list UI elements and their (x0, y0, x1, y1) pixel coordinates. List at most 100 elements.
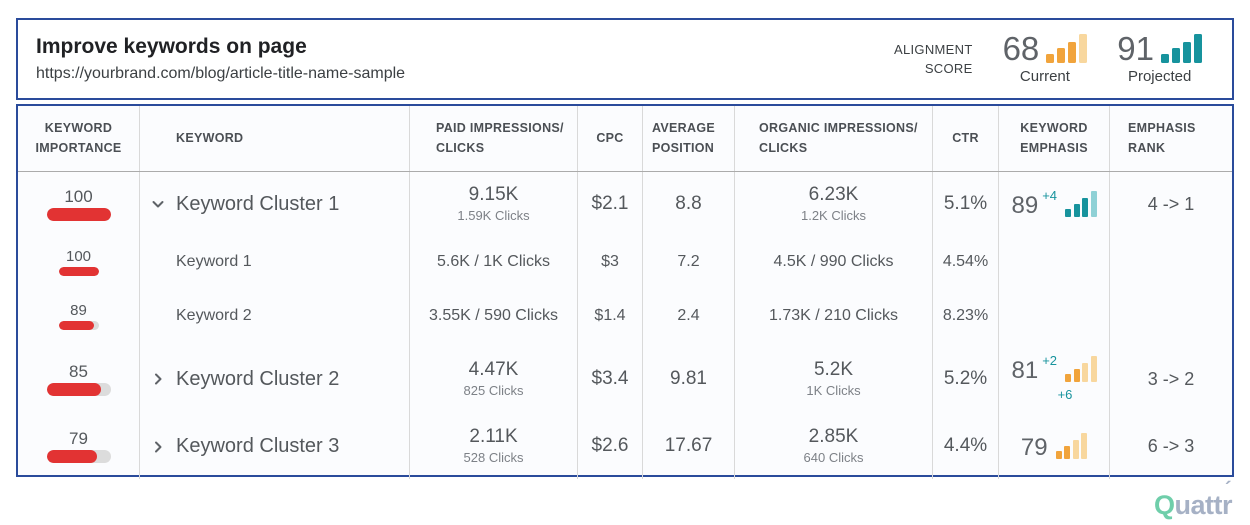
projected-score-block: 91 Projected (1117, 29, 1202, 86)
importance-value: 100 (65, 247, 92, 265)
organic-impressions-cell: 6.23K 1.2K Clicks (735, 172, 933, 236)
organic-impressions-cell: 2.85K 640 Clicks (735, 414, 933, 479)
keyword-name: Keyword 1 (176, 253, 252, 270)
col-header-ctr: CTR (933, 106, 999, 171)
keyword-cell: Keyword Cluster 3 (140, 414, 410, 479)
keyword-emphasis-cell: 81 +2 +6 (999, 344, 1110, 414)
keyword-emphasis-cell (999, 288, 1110, 344)
chevron-right-icon[interactable] (150, 371, 166, 387)
table-header-row: KEYWORD IMPORTANCE KEYWORD PAID IMPRESSI… (18, 106, 1232, 172)
keyword-emphasis-cell (999, 236, 1110, 288)
current-score-block: 68 Current (1002, 29, 1088, 86)
current-score-caption: Current (1019, 68, 1070, 86)
emphasis-delta-secondary: +6 (1057, 387, 1073, 402)
emphasis-delta: +2 (1042, 353, 1058, 368)
alignment-score-label: ALIGNMENT SCORE (894, 40, 973, 79)
col-header-organic-impressions: ORGANIC IMPRESSIONS/ CLICKS (735, 106, 933, 171)
importance-value: 79 (69, 429, 88, 448)
paid-impressions-cell: 4.47K 825 Clicks (410, 344, 578, 414)
importance-cell: 85 (18, 344, 140, 414)
importance-bar (58, 320, 99, 330)
page-title: Improve keywords on page (36, 35, 307, 58)
alignment-score-label-line1: ALIGNMENT (894, 41, 973, 57)
cpc-cell: $3.4 (578, 344, 643, 414)
ctr-cell: 5.2% (933, 344, 999, 414)
table-row-cluster-2[interactable]: 85 Keyword Cluster 2 4.47K 825 Clicks $3… (18, 344, 1232, 414)
emphasis-bar-chart-icon (1065, 356, 1097, 383)
average-position-cell: 7.2 (643, 236, 735, 288)
table-row-cluster-3[interactable]: 79 Keyword Cluster 3 2.11K 528 Clicks $2… (18, 414, 1232, 479)
organic-impressions-cell: 1.73K / 210 Clicks (735, 288, 933, 344)
importance-value: 85 (69, 361, 88, 381)
projected-score-caption: Projected (1127, 68, 1192, 86)
importance-cell: 79 (18, 414, 140, 479)
average-position-cell: 8.8 (643, 172, 735, 236)
organic-impressions-cell: 5.2K 1K Clicks (735, 344, 933, 414)
emphasis-rank-cell (1110, 288, 1232, 344)
current-score-bar-chart-icon (1046, 34, 1088, 64)
emphasis-rank-cell: 3 -> 2 (1147, 368, 1195, 389)
paid-impressions-cell: 9.15K 1.59K Clicks (410, 172, 578, 236)
alignment-score-label-line2: SCORE (924, 61, 973, 76)
header-left: Improve keywords on page https://yourbra… (36, 35, 405, 83)
col-header-emphasis-rank: EMPHASIS RANK (1128, 121, 1196, 155)
quattr-logo: Quattr ´ (1153, 479, 1233, 520)
keyword-name: Keyword 2 (176, 307, 252, 324)
paid-impressions-cell: 2.11K 528 Clicks (410, 414, 578, 479)
keyword-cell: Keyword 2 (140, 288, 410, 344)
projected-score-bar-chart-icon (1161, 34, 1202, 64)
cpc-cell: $2.1 (578, 172, 643, 236)
emphasis-delta: +4 (1042, 187, 1058, 203)
importance-cell: 89 (18, 288, 140, 344)
emphasis-bar-chart-icon (1065, 190, 1097, 218)
keyword-cell: Keyword 1 (140, 236, 410, 288)
col-header-keyword-emphasis: KEYWORD EMPHASIS (999, 106, 1110, 171)
chevron-down-icon[interactable] (150, 196, 166, 212)
importance-bar (46, 450, 111, 463)
keyword-emphasis-cell: 89 +4 (999, 172, 1110, 236)
importance-value: 100 (64, 186, 93, 206)
col-header-average-position: AVERAGE POSITION (643, 106, 735, 171)
header-card: Improve keywords on page https://yourbra… (16, 18, 1234, 100)
col-header-paid-impressions: PAID IMPRESSIONS/ CLICKS (410, 106, 578, 171)
table-row-keyword-1: 100 Keyword 1 5.6K / 1K Clicks $3 7.2 4.… (18, 236, 1232, 288)
col-header-keyword: KEYWORD (140, 106, 410, 171)
importance-bar (58, 266, 99, 276)
cpc-cell: $3 (578, 236, 643, 288)
keyword-cell: Keyword Cluster 1 (140, 172, 410, 236)
chevron-right-icon[interactable] (150, 439, 166, 455)
emphasis-bar-chart-icon (1055, 433, 1088, 460)
importance-bar (46, 207, 111, 221)
keywords-table: KEYWORD IMPORTANCE KEYWORD PAID IMPRESSI… (16, 104, 1234, 479)
emphasis-value: 81 (1011, 357, 1039, 384)
current-score-value: 68 (1002, 29, 1040, 67)
ctr-cell: 4.54% (933, 236, 999, 288)
keyword-name: Keyword Cluster 2 (176, 367, 340, 390)
table-row-cluster-1[interactable]: 100 Keyword Cluster 1 9.15K 1.59K Clicks… (18, 172, 1232, 236)
organic-impressions-cell: 4.5K / 990 Clicks (735, 236, 933, 288)
keyword-name: Keyword Cluster 3 (176, 435, 340, 457)
emphasis-rank-cell (1110, 236, 1232, 288)
logo-accent: ´ (1224, 479, 1232, 501)
importance-bar (46, 382, 111, 396)
cpc-cell: $2.6 (578, 414, 643, 479)
alignment-score-panel: ALIGNMENT SCORE 68 Current 91 Projected (894, 29, 1202, 86)
table-row-keyword-2: 89 Keyword 2 3.55K / 590 Clicks $1.4 2.4… (18, 288, 1232, 344)
average-position-cell: 9.81 (643, 344, 735, 414)
average-position-cell: 2.4 (643, 288, 735, 344)
importance-cell: 100 (18, 172, 140, 236)
emphasis-rank-cell: 4 -> 1 (1147, 193, 1195, 214)
keyword-cell: Keyword Cluster 2 (140, 344, 410, 414)
keyword-name: Keyword Cluster 1 (176, 192, 340, 215)
keyword-emphasis-cell: 79 (999, 414, 1110, 479)
paid-impressions-cell: 5.6K / 1K Clicks (410, 236, 578, 288)
average-position-cell: 17.67 (643, 414, 735, 479)
importance-value: 89 (70, 301, 87, 319)
emphasis-value: 89 (1011, 191, 1039, 219)
emphasis-rank-cell: 6 -> 3 (1147, 436, 1195, 456)
col-header-cpc: CPC (578, 106, 643, 171)
ctr-cell: 4.4% (933, 414, 999, 479)
projected-score-value: 91 (1117, 29, 1154, 67)
cpc-cell: $1.4 (578, 288, 643, 344)
